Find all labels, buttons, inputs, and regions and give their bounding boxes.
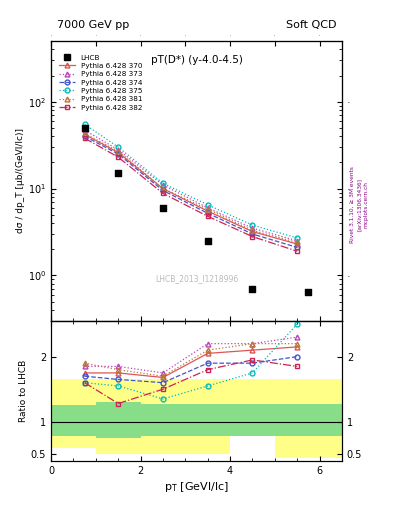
LHCB: [305, 288, 312, 296]
Pythia 6.428 373: [250, 225, 255, 231]
Line: Pythia 6.428 373: Pythia 6.428 373: [82, 127, 299, 243]
Text: Soft QCD: Soft QCD: [286, 20, 336, 30]
Pythia 6.428 373: [82, 127, 87, 133]
Pythia 6.428 381: [116, 148, 121, 154]
Pythia 6.428 375: [205, 202, 210, 208]
LHCB: [249, 285, 255, 293]
Text: 7000 GeV pp: 7000 GeV pp: [57, 20, 129, 30]
Line: Pythia 6.428 370: Pythia 6.428 370: [82, 132, 299, 246]
Pythia 6.428 381: [82, 131, 87, 137]
LHCB: [204, 237, 211, 245]
Text: mcplots.cern.ch: mcplots.cern.ch: [364, 181, 369, 228]
Pythia 6.428 373: [295, 238, 299, 244]
Pythia 6.428 370: [295, 241, 299, 247]
Pythia 6.428 370: [205, 208, 210, 214]
Pythia 6.428 375: [116, 144, 121, 150]
LHCB: [81, 124, 88, 132]
Pythia 6.428 370: [161, 185, 165, 191]
Pythia 6.428 381: [205, 206, 210, 212]
Pythia 6.428 375: [82, 121, 87, 127]
Pythia 6.428 375: [295, 235, 299, 241]
Pythia 6.428 374: [82, 133, 87, 139]
Pythia 6.428 374: [116, 151, 121, 157]
Pythia 6.428 374: [295, 244, 299, 250]
Line: Pythia 6.428 381: Pythia 6.428 381: [82, 131, 299, 245]
Pythia 6.428 373: [116, 146, 121, 153]
Y-axis label: dσ / dp_T [μb/(GeVl/lc)]: dσ / dp_T [μb/(GeVl/lc)]: [16, 129, 25, 233]
Pythia 6.428 374: [250, 231, 255, 237]
Pythia 6.428 370: [250, 228, 255, 234]
Y-axis label: Ratio to LHCB: Ratio to LHCB: [19, 360, 28, 422]
Text: [arXiv:1306.3436]: [arXiv:1306.3436]: [357, 178, 362, 231]
Pythia 6.428 382: [161, 190, 165, 197]
Pythia 6.428 381: [295, 239, 299, 245]
Text: pT(D*) (y-4.0-4.5): pT(D*) (y-4.0-4.5): [151, 55, 242, 65]
Pythia 6.428 381: [250, 227, 255, 233]
X-axis label: p$_\mathregular{T}$ [GeVl/lc]: p$_\mathregular{T}$ [GeVl/lc]: [164, 480, 229, 494]
Pythia 6.428 374: [205, 210, 210, 216]
Pythia 6.428 382: [116, 154, 121, 160]
Legend: LHCB, Pythia 6.428 370, Pythia 6.428 373, Pythia 6.428 374, Pythia 6.428 375, Py: LHCB, Pythia 6.428 370, Pythia 6.428 373…: [56, 52, 145, 114]
Line: Pythia 6.428 375: Pythia 6.428 375: [82, 122, 299, 241]
Text: Rivet 3.1.10, ≥ 3M events: Rivet 3.1.10, ≥ 3M events: [350, 166, 355, 243]
Pythia 6.428 375: [161, 180, 165, 186]
Pythia 6.428 370: [116, 150, 121, 156]
Pythia 6.428 381: [161, 185, 165, 191]
Pythia 6.428 373: [161, 182, 165, 188]
Pythia 6.428 370: [82, 132, 87, 138]
Pythia 6.428 373: [205, 205, 210, 211]
Line: Pythia 6.428 374: Pythia 6.428 374: [82, 134, 299, 250]
Pythia 6.428 374: [161, 187, 165, 194]
Pythia 6.428 382: [250, 233, 255, 240]
Line: Pythia 6.428 382: Pythia 6.428 382: [82, 136, 299, 253]
LHCB: [160, 204, 166, 212]
Pythia 6.428 382: [295, 248, 299, 254]
Pythia 6.428 382: [82, 135, 87, 141]
Pythia 6.428 382: [205, 213, 210, 219]
Pythia 6.428 375: [250, 222, 255, 228]
LHCB: [115, 169, 121, 177]
Text: LHCB_2013_I1218996: LHCB_2013_I1218996: [155, 274, 238, 283]
